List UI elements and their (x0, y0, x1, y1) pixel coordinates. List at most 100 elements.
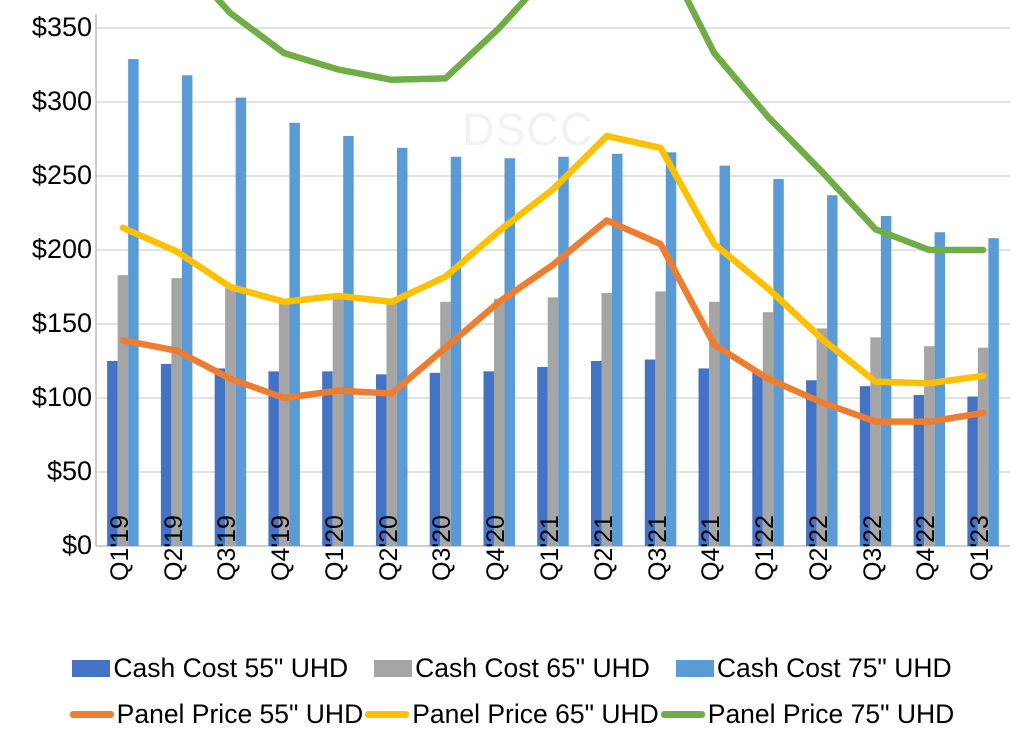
bar-group (644, 152, 677, 546)
bar-group (429, 156, 462, 546)
legend-item[interactable]: Panel Price 55" UHD (69, 698, 364, 730)
bar (268, 371, 279, 546)
x-tick-label: Q1'21 (536, 515, 564, 581)
x-tick-label: Q3'19 (213, 515, 242, 581)
x-tick-label: Q1'20 (320, 515, 349, 581)
x-tick-label: Q1'23 (966, 515, 995, 581)
legend-label: Panel Price 65" UHD (412, 698, 659, 729)
x-tick-label: Q4'20 (482, 515, 511, 581)
bar (160, 363, 172, 546)
bar (924, 346, 935, 546)
legend-item[interactable]: Panel Price 65" UHD (365, 699, 659, 730)
bar (816, 328, 828, 546)
bar (591, 361, 602, 546)
bar-group (214, 97, 247, 546)
legend-item[interactable]: Cash Cost 65" UHD (374, 653, 650, 684)
bar (977, 347, 989, 546)
bar (343, 136, 354, 547)
bar-group (913, 232, 946, 547)
legend-label: Panel Price 75" UHD (707, 698, 955, 729)
line-series (119, 217, 987, 425)
bar (483, 371, 494, 546)
bar (117, 275, 129, 546)
legend-label: Cash Cost 75" UHD (716, 652, 952, 683)
bar (870, 337, 881, 546)
legend-item[interactable]: Panel Price 75" UHD (660, 698, 955, 730)
dscc-watermark: DSCC (462, 104, 594, 155)
bar (719, 165, 731, 546)
legend-swatch-line-icon (365, 710, 410, 718)
x-tick-label: Q4'22 (912, 515, 941, 581)
bar (181, 75, 193, 547)
bar (332, 297, 344, 546)
bar (558, 156, 569, 546)
bar (988, 238, 999, 546)
bar-group (268, 122, 300, 546)
bar-group (698, 165, 731, 546)
bar (322, 371, 333, 546)
bar (289, 122, 300, 546)
bar-group (591, 153, 623, 547)
bar (396, 147, 408, 546)
y-tick-label: $350 (31, 12, 92, 42)
bar (440, 301, 451, 546)
bar (225, 287, 236, 546)
bar-group (537, 156, 569, 546)
bar-group (806, 195, 838, 547)
bar (773, 178, 784, 546)
x-tick-label: Q2'19 (159, 515, 188, 581)
line-series (214, 0, 987, 254)
y-tick-label: $100 (31, 382, 92, 412)
bar (547, 297, 559, 546)
legend-item[interactable]: Cash Cost 75" UHD (675, 652, 952, 684)
bar (913, 395, 925, 546)
legend-item[interactable]: Cash Cost 55" UHD (72, 653, 348, 684)
bar (107, 361, 118, 546)
y-tick-label: $50 (46, 456, 92, 486)
bar-group (967, 238, 999, 546)
bar (612, 153, 623, 547)
x-axis-labels: Q1'19 Q2'19 Q3'19 Q4'19 Q1'20 Q2'20 Q3'20 Q4'20… (105, 515, 995, 581)
bar (762, 312, 774, 546)
bar (171, 278, 182, 546)
bar (450, 156, 462, 546)
bar (601, 292, 613, 546)
x-tick-label: Q2'22 (804, 515, 833, 581)
bar (386, 303, 397, 546)
bar-group (375, 147, 408, 546)
bar (128, 59, 139, 546)
legend-swatch-bar-icon (72, 659, 111, 677)
bar (214, 368, 226, 546)
y-tick-label: $0 (61, 530, 92, 560)
bar-group (322, 136, 354, 547)
x-tick-label: Q4'19 (267, 515, 296, 581)
chart-legend: Cash Cost 55" UHD Cash Cost 65" UHD Cash C… (0, 645, 1024, 737)
bar (493, 298, 505, 546)
bar (827, 195, 838, 547)
x-tick-label: Q2'20 (374, 515, 403, 581)
bar (709, 301, 720, 546)
bar (967, 396, 978, 546)
bar (235, 97, 247, 546)
x-tick-label: Q3'22 (858, 515, 887, 581)
bar-group (107, 59, 139, 546)
line-series (119, 132, 987, 387)
legend-row-bars: Cash Cost 55" UHD Cash Cost 65" UHD Cash C… (0, 645, 1024, 691)
bar (752, 372, 763, 546)
bar-group (160, 75, 193, 547)
legend-swatch-line-icon (660, 710, 705, 718)
x-tick-label: Q3'21 (643, 515, 672, 581)
x-tick-label: Q1'19 (105, 515, 134, 581)
bar (665, 152, 677, 546)
bar (278, 298, 290, 546)
legend-label: Cash Cost 55" UHD (113, 652, 349, 683)
bar-group (483, 158, 515, 547)
x-tick-label: Q3'20 (428, 515, 457, 581)
legend-swatch-line-icon (69, 710, 114, 718)
bar (859, 386, 871, 546)
bar (429, 372, 441, 546)
legend-label: Panel Price 55" UHD (116, 698, 364, 729)
x-tick-label: Q2'21 (589, 515, 618, 581)
y-axis-labels: $0 $50 $100 $150 $200 $250 $300 $350 (0, 0, 92, 560)
